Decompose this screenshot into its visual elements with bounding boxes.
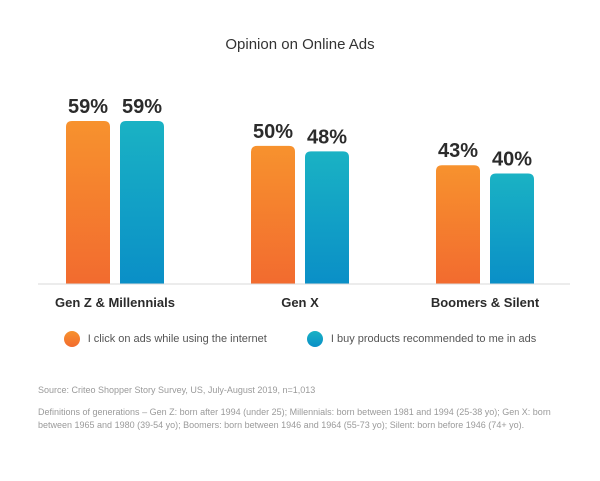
legend-label-buys: I buy products recommended to me in ads: [330, 333, 537, 345]
legend-item-clicks: I click on ads while using the internet: [63, 331, 267, 347]
legend-item-buys: I buy products recommended to me in ads: [306, 331, 537, 347]
bar-clicks-0: [66, 121, 110, 284]
bar-clicks-2: [436, 165, 480, 284]
bar-buys-2: [490, 173, 534, 284]
data-label-clicks-0: 59%: [68, 96, 108, 118]
data-label-clicks-2: 43%: [438, 140, 478, 162]
bar-buys-0: [120, 121, 164, 284]
legend-swatch-teal: [306, 331, 323, 347]
chart-title: Opinion on Online Ads: [225, 36, 375, 53]
data-label-clicks-1: 50%: [253, 121, 293, 143]
category-label-2: Boomers & Silent: [431, 295, 540, 310]
data-label-buys-0: 59%: [122, 96, 162, 118]
bar-buys-1: [305, 151, 349, 284]
legend: I click on ads while using the internet …: [0, 331, 600, 347]
data-label-buys-1: 48%: [307, 126, 347, 148]
legend-swatch-orange: [63, 331, 80, 347]
definitions-note: Definitions of generations – Gen Z: born…: [38, 407, 551, 430]
source-note: Source: Criteo Shopper Story Survey, US,…: [38, 385, 316, 395]
category-label-0: Gen Z & Millennials: [55, 295, 175, 310]
data-label-buys-2: 40%: [492, 148, 532, 170]
category-label-1: Gen X: [281, 295, 319, 310]
bar-clicks-1: [251, 145, 295, 284]
legend-label-clicks: I click on ads while using the internet: [87, 333, 267, 345]
